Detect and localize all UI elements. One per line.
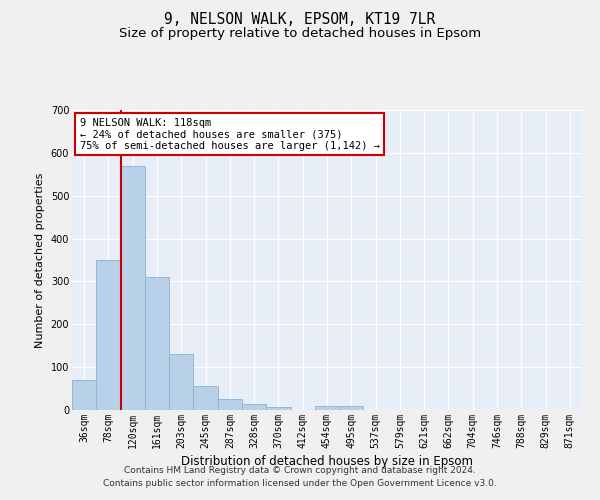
Bar xyxy=(218,400,242,410)
Text: 9, NELSON WALK, EPSOM, KT19 7LR: 9, NELSON WALK, EPSOM, KT19 7LR xyxy=(164,12,436,28)
Y-axis label: Number of detached properties: Number of detached properties xyxy=(35,172,45,348)
X-axis label: Distribution of detached houses by size in Epsom: Distribution of detached houses by size … xyxy=(181,455,473,468)
Bar xyxy=(266,406,290,410)
Bar xyxy=(121,166,145,410)
Bar xyxy=(315,406,339,410)
Text: 9 NELSON WALK: 118sqm
← 24% of detached houses are smaller (375)
75% of semi-det: 9 NELSON WALK: 118sqm ← 24% of detached … xyxy=(80,118,380,150)
Bar xyxy=(72,380,96,410)
Text: Contains HM Land Registry data © Crown copyright and database right 2024.
Contai: Contains HM Land Registry data © Crown c… xyxy=(103,466,497,487)
Bar xyxy=(193,386,218,410)
Bar xyxy=(145,277,169,410)
Bar xyxy=(339,406,364,410)
Bar xyxy=(242,404,266,410)
Text: Size of property relative to detached houses in Epsom: Size of property relative to detached ho… xyxy=(119,28,481,40)
Bar xyxy=(169,354,193,410)
Bar xyxy=(96,260,121,410)
